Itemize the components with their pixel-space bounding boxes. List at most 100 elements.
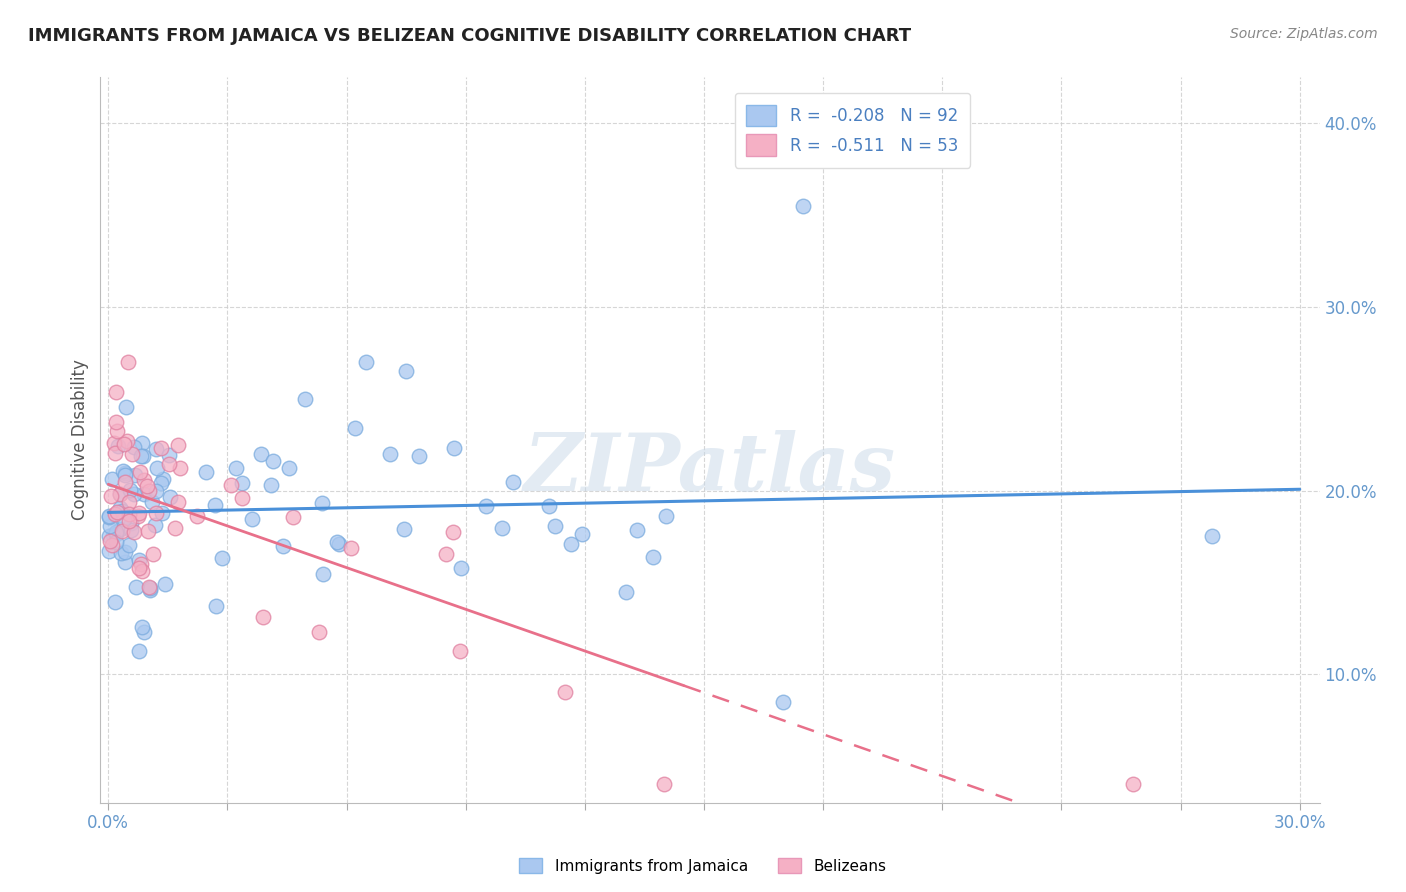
Point	[100, 489, 122, 503]
Legend: Immigrants from Jamaica, Belizeans: Immigrants from Jamaica, Belizeans	[513, 852, 893, 880]
Point	[772, 695, 794, 709]
Point	[122, 487, 145, 501]
Point	[146, 461, 169, 475]
Point	[260, 478, 283, 492]
Point	[167, 495, 190, 509]
Point	[380, 446, 402, 460]
Point	[150, 475, 173, 490]
Point	[250, 447, 273, 461]
Point	[120, 516, 142, 531]
Point	[131, 558, 153, 572]
Point	[98, 508, 121, 523]
Point	[98, 543, 121, 558]
Point	[308, 624, 330, 639]
Point	[1201, 529, 1223, 543]
Point	[114, 466, 136, 480]
Point	[443, 441, 465, 455]
Point	[131, 564, 153, 578]
Point	[205, 599, 228, 613]
Point	[449, 643, 471, 657]
Point	[138, 484, 160, 499]
Point	[105, 525, 128, 540]
Point	[163, 521, 186, 535]
Point	[108, 500, 131, 515]
Point	[134, 473, 156, 487]
Point	[98, 529, 121, 543]
Point	[101, 471, 124, 485]
Point	[240, 512, 263, 526]
Point	[450, 560, 472, 574]
Point	[311, 496, 333, 510]
Point	[655, 508, 678, 523]
Point	[1122, 777, 1144, 791]
Point	[143, 518, 166, 533]
Point	[554, 685, 576, 699]
Point	[538, 500, 561, 514]
Point	[136, 524, 159, 538]
Point	[145, 506, 167, 520]
Point	[225, 461, 247, 475]
Point	[475, 500, 498, 514]
Point	[111, 524, 134, 538]
Point	[103, 436, 125, 450]
Point	[328, 536, 350, 550]
Text: IMMIGRANTS FROM JAMAICA VS BELIZEAN COGNITIVE DISABILITY CORRELATION CHART: IMMIGRANTS FROM JAMAICA VS BELIZEAN COGN…	[28, 27, 911, 45]
Point	[142, 547, 165, 561]
Point	[120, 523, 142, 537]
Point	[103, 507, 125, 521]
Point	[169, 461, 191, 475]
Point	[502, 475, 524, 489]
Point	[166, 437, 188, 451]
Point	[114, 545, 136, 559]
Point	[108, 522, 131, 536]
Point	[343, 421, 366, 435]
Point	[294, 392, 316, 407]
Point	[105, 385, 128, 400]
Point	[141, 495, 163, 509]
Point	[145, 442, 167, 456]
Point	[110, 504, 132, 518]
Point	[110, 546, 132, 560]
Point	[614, 584, 637, 599]
Point	[543, 519, 565, 533]
Point	[112, 437, 135, 451]
Point	[101, 527, 124, 541]
Point	[104, 595, 127, 609]
Point	[132, 450, 155, 464]
Point	[281, 510, 304, 524]
Point	[152, 472, 174, 486]
Point	[100, 538, 122, 552]
Point	[186, 509, 208, 524]
Text: ZIPatlas: ZIPatlas	[524, 430, 896, 508]
Point	[491, 521, 513, 535]
Point	[98, 534, 121, 549]
Point	[125, 580, 148, 594]
Point	[124, 524, 146, 539]
Point	[195, 465, 218, 479]
Point	[122, 440, 145, 454]
Point	[277, 460, 299, 475]
Point	[98, 509, 121, 524]
Point	[325, 535, 347, 549]
Point	[98, 519, 121, 533]
Point	[117, 514, 139, 528]
Point	[139, 581, 162, 595]
Legend: R =  -0.208   N = 92, R =  -0.511   N = 53: R = -0.208 N = 92, R = -0.511 N = 53	[735, 93, 970, 168]
Point	[157, 448, 180, 462]
Point	[312, 566, 335, 581]
Point	[131, 436, 153, 450]
Text: Source: ZipAtlas.com: Source: ZipAtlas.com	[1230, 27, 1378, 41]
Point	[112, 512, 135, 526]
Point	[356, 355, 378, 369]
Point	[131, 620, 153, 634]
Point	[124, 468, 146, 483]
Point	[128, 465, 150, 479]
Point	[271, 539, 294, 553]
Point	[153, 576, 176, 591]
Point	[117, 355, 139, 369]
Point	[571, 527, 593, 541]
Point	[231, 475, 253, 490]
Point	[105, 415, 128, 429]
Point	[132, 624, 155, 639]
Point	[127, 508, 149, 523]
